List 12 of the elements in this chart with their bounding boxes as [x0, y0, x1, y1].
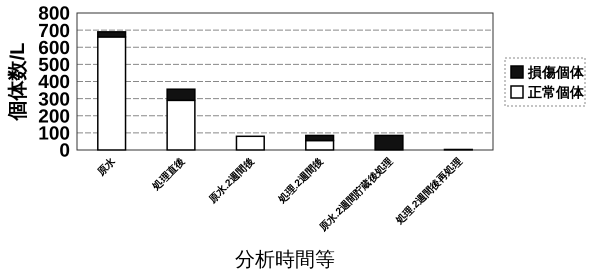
bar — [236, 136, 265, 151]
legend-label: 正常個体 — [527, 84, 585, 100]
x-tick-label: 処理.2週間後 — [275, 156, 326, 206]
x-tick-label: 原水 — [94, 154, 118, 179]
x-tick-label: 処理.2週間後再処理 — [392, 156, 464, 228]
y-tick-label: 0 — [59, 140, 70, 162]
x-tick-label: 処理直後 — [150, 156, 188, 194]
legend-label: 損傷個体 — [527, 64, 585, 80]
x-tick-label: 原水.2週間後 — [206, 156, 256, 206]
bar — [374, 134, 404, 151]
y-axis-title: 個体数/L — [7, 42, 29, 122]
x-axis-title: 分析時間等 — [235, 249, 335, 271]
